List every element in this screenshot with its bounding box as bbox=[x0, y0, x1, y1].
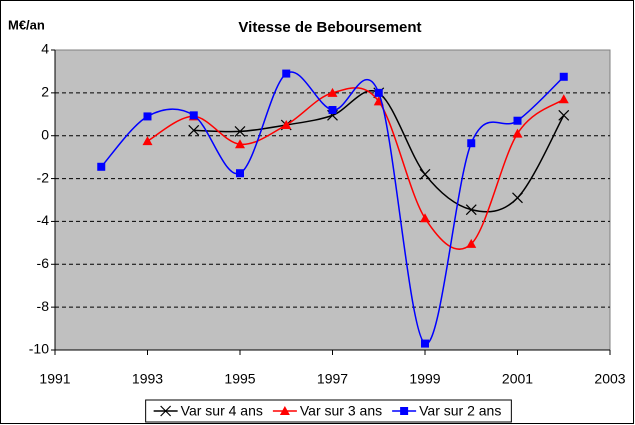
y-tick-label: -8 bbox=[37, 298, 50, 314]
y-tick-label: 4 bbox=[41, 41, 49, 57]
marker bbox=[465, 204, 477, 216]
x-tick-label: 1999 bbox=[409, 371, 440, 387]
marker bbox=[97, 162, 106, 171]
marker bbox=[327, 87, 338, 97]
x-tick-label: 2003 bbox=[594, 371, 625, 387]
marker bbox=[143, 112, 152, 121]
x-tick-label: 2001 bbox=[502, 371, 533, 387]
marker bbox=[142, 136, 153, 146]
marker bbox=[400, 407, 409, 415]
marker bbox=[281, 120, 292, 129]
marker bbox=[466, 238, 477, 248]
marker bbox=[235, 139, 245, 149]
marker bbox=[467, 139, 476, 148]
marker bbox=[160, 405, 172, 417]
marker bbox=[279, 406, 290, 415]
legend: Var sur 4 ans Var sur 3 ans Var sur 2 ans bbox=[145, 399, 512, 423]
marker bbox=[234, 126, 246, 137]
legend-label: Var sur 2 ans bbox=[419, 403, 501, 419]
y-tick-label: -10 bbox=[29, 341, 49, 357]
marker bbox=[328, 106, 337, 114]
x-tick-label: 1993 bbox=[132, 371, 163, 387]
x-tick-label: 1991 bbox=[39, 371, 70, 387]
marker bbox=[236, 169, 244, 178]
marker bbox=[189, 111, 198, 120]
y-tick-label: -2 bbox=[37, 169, 50, 185]
marker bbox=[512, 192, 523, 204]
marker bbox=[558, 109, 570, 121]
marker bbox=[282, 69, 291, 78]
legend-label: Var sur 3 ans bbox=[300, 403, 382, 419]
legend-box bbox=[145, 399, 512, 423]
y-tick-label: 0 bbox=[41, 126, 49, 142]
marker bbox=[513, 116, 522, 125]
marker bbox=[374, 88, 383, 97]
y-tick-label: -6 bbox=[37, 255, 50, 271]
legend-label: Var sur 4 ans bbox=[181, 403, 263, 419]
marker bbox=[558, 94, 569, 104]
marker bbox=[188, 124, 200, 136]
plot-area bbox=[54, 49, 611, 351]
marker bbox=[419, 168, 431, 180]
y-axis-label: M€/an bbox=[8, 17, 45, 32]
marker bbox=[421, 339, 429, 348]
marker bbox=[559, 72, 568, 81]
x-tick-label: 1995 bbox=[224, 371, 255, 387]
y-tick-label: 2 bbox=[41, 84, 49, 100]
marker bbox=[420, 213, 430, 223]
y-tick-label: -4 bbox=[37, 212, 50, 228]
x-tick-label: 1997 bbox=[317, 371, 348, 387]
chart-title: Vitesse de Beboursement bbox=[238, 19, 421, 36]
marker bbox=[512, 128, 523, 138]
